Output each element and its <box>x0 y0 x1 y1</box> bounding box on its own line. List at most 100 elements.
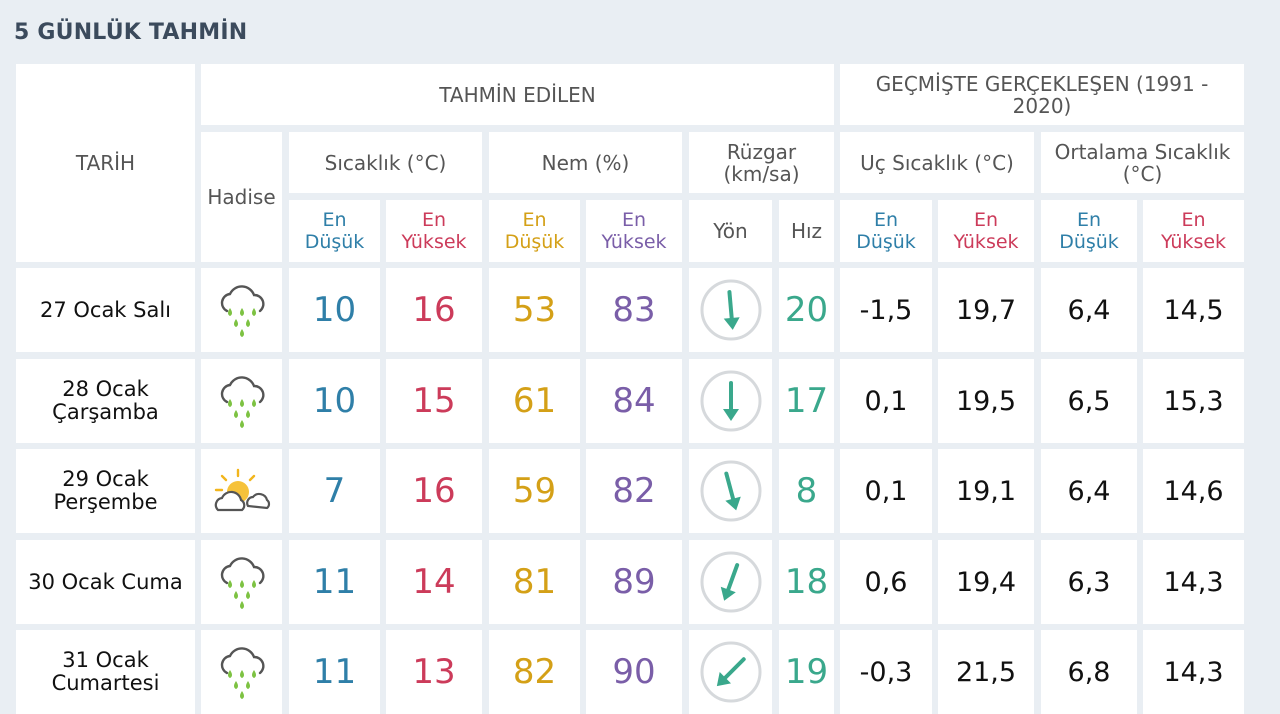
event-cell <box>201 630 282 714</box>
temp-high-value: 14 <box>412 562 456 602</box>
average-high-value: 14,3 <box>1163 656 1224 688</box>
header-event-label: Hadise <box>207 185 276 209</box>
average-low-value: 6,5 <box>1067 385 1111 417</box>
subheader-high-label: En Yüksek <box>401 209 467 253</box>
temp-high-value: 16 <box>412 471 456 511</box>
extreme-high-cell: 21,5 <box>938 630 1034 714</box>
date-label-line1: 31 Ocak <box>62 648 149 672</box>
average-high-cell: 14,3 <box>1143 630 1244 714</box>
temp-low-value: 11 <box>312 652 357 692</box>
event-cell <box>201 359 282 443</box>
wind-speed-cell: 8 <box>779 449 834 533</box>
humidity-high-cell: 83 <box>586 268 682 352</box>
average-low-value: 6,3 <box>1067 566 1111 598</box>
header-event: Hadise <box>201 132 282 262</box>
humidity-high-cell: 89 <box>586 540 682 624</box>
wind-speed-value: 18 <box>784 562 829 602</box>
event-cell <box>201 540 282 624</box>
extreme-low-value: -1,5 <box>859 294 913 326</box>
wind-direction-cell <box>689 449 772 533</box>
temp-high-value: 16 <box>412 290 456 330</box>
date-label-line1: 28 Ocak <box>62 377 149 401</box>
average-low-cell: 6,5 <box>1041 359 1137 443</box>
humidity-high-cell: 84 <box>586 359 682 443</box>
humidity-low-cell: 82 <box>489 630 580 714</box>
subheader-low-label: En Düşük <box>856 209 916 253</box>
subheader-high-5: En Yüksek <box>938 200 1034 262</box>
date-cell: 28 Ocak Çarşamba <box>16 359 195 443</box>
extreme-low-value: 0,6 <box>864 566 908 598</box>
average-high-cell: 14,5 <box>1143 268 1244 352</box>
header-wind: Rüzgar (km/sa) <box>689 132 834 193</box>
temp-high-value: 15 <box>412 381 456 421</box>
header-avg-temp: Ortalama Sıcaklık (°C) <box>1041 132 1244 193</box>
temp-low-cell: 7 <box>289 449 380 533</box>
header-wind-label: Rüzgar (km/sa) <box>723 139 800 186</box>
subheader-low-label: En Düşük <box>504 209 565 253</box>
humidity-low-value: 53 <box>512 290 557 330</box>
humidity-low-cell: 61 <box>489 359 580 443</box>
humidity-high-value: 82 <box>612 471 656 511</box>
extreme-low-cell: -1,5 <box>840 268 932 352</box>
header-humidity-label: Nem (%) <box>541 150 630 175</box>
extreme-low-cell: 0,1 <box>840 449 932 533</box>
temp-low-cell: 10 <box>289 359 380 443</box>
date-label: 27 Ocak Salı <box>39 297 172 322</box>
average-low-cell: 6,4 <box>1041 268 1137 352</box>
header-date-label: TARİH <box>75 151 136 175</box>
date-label-wrap: 28 Ocak Çarşamba <box>52 378 159 424</box>
wind-direction-arrow-icon <box>699 278 763 342</box>
rain-cloud-icon <box>213 372 271 430</box>
date-label-line2: Çarşamba <box>52 400 159 424</box>
average-high-cell: 15,3 <box>1143 359 1244 443</box>
extreme-low-cell: 0,6 <box>840 540 932 624</box>
date-label-line2: Perşembe <box>53 490 158 514</box>
date-cell: 30 Ocak Cuma <box>16 540 195 624</box>
average-low-cell: 6,4 <box>1041 449 1137 533</box>
date-cell: 29 Ocak Perşembe <box>16 449 195 533</box>
temp-high-cell: 14 <box>386 540 482 624</box>
temp-low-value: 10 <box>312 290 357 330</box>
humidity-high-value: 84 <box>612 381 656 421</box>
extreme-high-value: 19,5 <box>955 385 1017 417</box>
subheader-low-label: En Düşük <box>304 209 365 253</box>
temp-high-cell: 16 <box>386 449 482 533</box>
subheader-speed-label: Hız <box>790 219 823 243</box>
average-low-cell: 6,3 <box>1041 540 1137 624</box>
subheader-low-0: En Düşük <box>289 200 380 262</box>
wind-speed-cell: 19 <box>779 630 834 714</box>
wind-direction-cell <box>689 268 772 352</box>
humidity-high-value: 83 <box>612 290 656 330</box>
humidity-low-value: 61 <box>512 381 557 421</box>
extreme-low-value: 0,1 <box>864 385 908 417</box>
wind-speed-value: 8 <box>795 471 818 511</box>
average-high-value: 14,5 <box>1163 294 1224 326</box>
header-temperature-label: Sıcaklık (°C) <box>324 150 447 175</box>
temp-low-cell: 10 <box>289 268 380 352</box>
humidity-low-cell: 81 <box>489 540 580 624</box>
subheader-speed: Hız <box>779 200 834 262</box>
extreme-high-value: 19,1 <box>955 475 1017 507</box>
wind-direction-arrow-icon <box>699 369 763 433</box>
header-forecast: TAHMİN EDİLEN <box>201 64 834 125</box>
wind-speed-cell: 18 <box>779 540 834 624</box>
humidity-high-cell: 82 <box>586 449 682 533</box>
wind-speed-cell: 17 <box>779 359 834 443</box>
extreme-low-value: -0,3 <box>859 656 913 688</box>
average-high-value: 14,6 <box>1163 475 1224 507</box>
subheader-high-1: En Yüksek <box>386 200 482 262</box>
header-extreme-temp-label: Uç Sıcaklık (°C) <box>860 150 1014 175</box>
event-cell <box>201 268 282 352</box>
partly-cloudy-icon <box>208 462 276 520</box>
temp-low-value: 10 <box>312 381 357 421</box>
extreme-low-value: 0,1 <box>864 475 908 507</box>
wind-speed-value: 19 <box>784 652 829 692</box>
humidity-low-cell: 53 <box>489 268 580 352</box>
extreme-high-cell: 19,5 <box>938 359 1034 443</box>
extreme-low-cell: -0,3 <box>840 630 932 714</box>
date-cell: 31 Ocak Cumartesi <box>16 630 195 714</box>
subheader-low-6: En Düşük <box>1041 200 1137 262</box>
wind-speed-cell: 20 <box>779 268 834 352</box>
humidity-high-cell: 90 <box>586 630 682 714</box>
temp-high-value: 13 <box>412 652 456 692</box>
